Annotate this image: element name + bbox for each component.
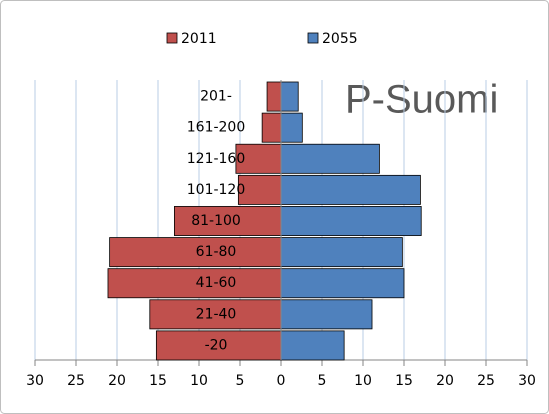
bar	[266, 81, 282, 112]
legend-swatch	[166, 32, 178, 44]
legend-swatch	[307, 32, 319, 44]
bar	[280, 81, 299, 112]
bar	[107, 268, 282, 299]
legend-label: 2055	[322, 31, 358, 47]
x-tick-label: 5	[318, 373, 327, 389]
legend-label: 2011	[181, 31, 217, 47]
bar	[280, 330, 345, 361]
category-label: 201-	[200, 89, 232, 105]
category-label: 81-100	[191, 213, 241, 229]
bar	[280, 206, 422, 236]
x-tick-label: 30	[26, 373, 44, 389]
bar	[280, 143, 380, 174]
bar	[280, 299, 373, 330]
bar	[280, 237, 403, 268]
bar	[280, 174, 421, 205]
x-tick-label: 10	[354, 373, 372, 389]
x-tick-label: 15	[149, 373, 167, 389]
category-label: -20	[205, 337, 228, 353]
category-label: 121-160	[187, 151, 246, 167]
x-tick-label: 20	[436, 373, 454, 389]
bar	[109, 237, 282, 268]
category-label: 21-40	[196, 306, 237, 322]
x-tick-label: 25	[477, 373, 495, 389]
bar	[261, 112, 282, 143]
x-tick-label: 0	[277, 373, 286, 389]
bar	[235, 143, 282, 174]
bar	[173, 206, 282, 236]
annotation: P-Suomi	[345, 78, 498, 122]
category-label: 41-60	[196, 275, 237, 291]
bar	[280, 112, 303, 143]
bar	[237, 174, 282, 205]
category-label: 61-80	[196, 244, 237, 260]
category-label: 161-200	[187, 120, 246, 136]
bar	[280, 268, 405, 299]
category-label: 101-120	[187, 182, 246, 198]
x-tick-label: 5	[236, 373, 245, 389]
x-tick-label: 30	[518, 373, 536, 389]
x-tick-label: 15	[395, 373, 413, 389]
x-tick-label: 10	[190, 373, 208, 389]
x-tick-label: 25	[67, 373, 85, 389]
x-tick-label: 20	[108, 373, 126, 389]
